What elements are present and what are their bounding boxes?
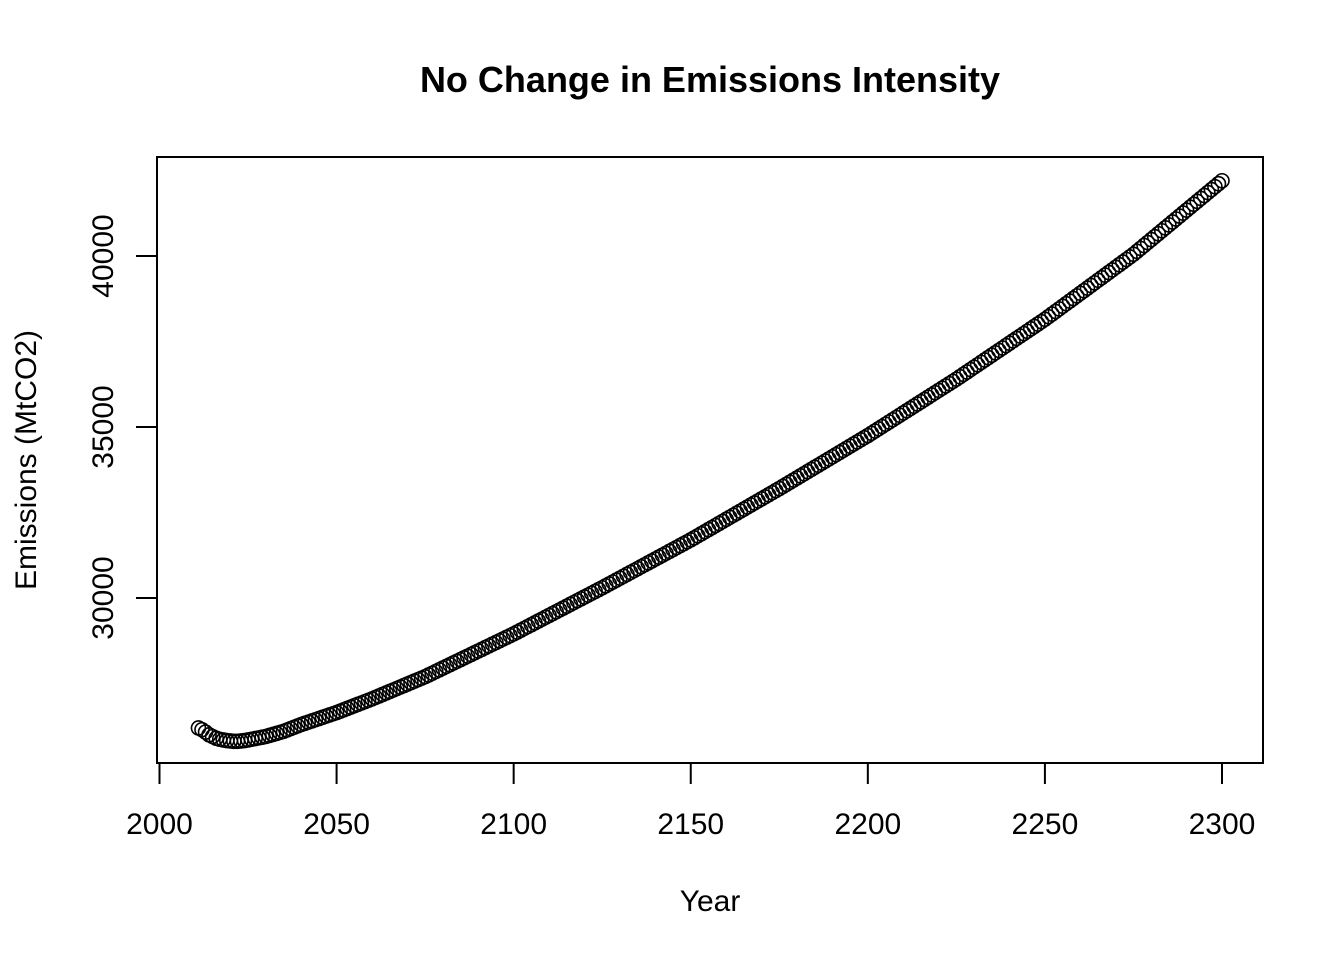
- y-axis: 30000 35000 40000: [87, 214, 158, 640]
- x-tick-label: 2250: [1012, 808, 1079, 841]
- y-tick-label: 40000: [87, 214, 120, 297]
- chart-title: No Change in Emissions Intensity: [420, 59, 1000, 100]
- data-points: [190, 172, 1230, 750]
- x-tick-label: 2100: [480, 808, 547, 841]
- x-tick-label: 2000: [126, 808, 193, 841]
- y-tick-label: 30000: [87, 556, 120, 639]
- x-tick-label: 2050: [303, 808, 370, 841]
- x-tick-label: 2150: [657, 808, 724, 841]
- x-tick-label: 2200: [834, 808, 901, 841]
- data-point: [1214, 172, 1230, 189]
- x-axis-label: Year: [680, 885, 741, 918]
- data-point: [1210, 175, 1227, 192]
- y-tick-label: 35000: [87, 385, 120, 468]
- x-tick-label: 2300: [1189, 808, 1256, 841]
- y-axis-label: Emissions (MtCO2): [10, 330, 43, 590]
- plot-frame: [156, 156, 1264, 764]
- x-axis: 2000 2050 2100 2150 2200 2250 2300: [126, 762, 1256, 841]
